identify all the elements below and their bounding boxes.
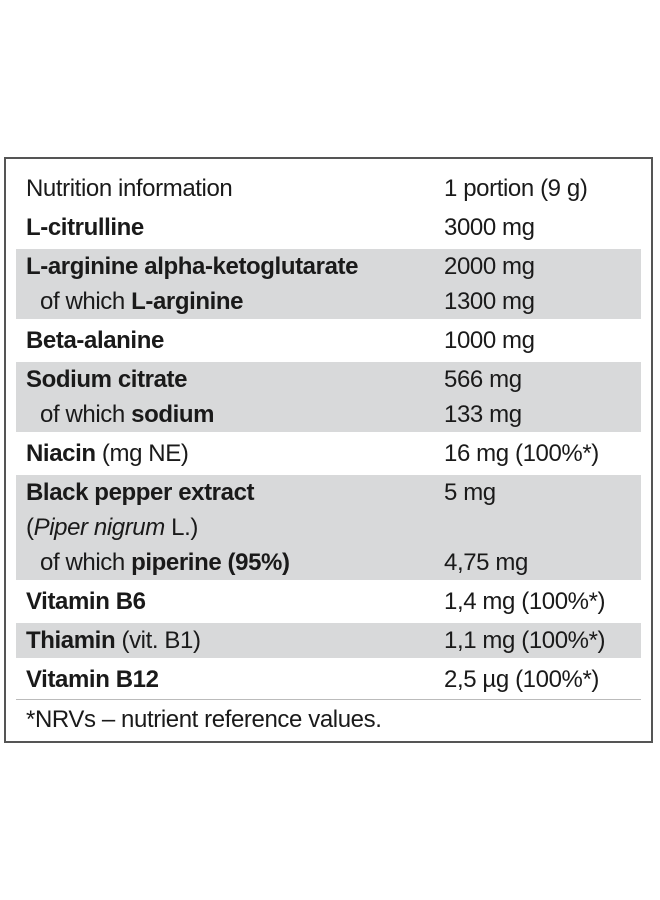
row-line: of which L-arginine 1300 mg <box>16 284 641 319</box>
name-part: Vitamin B6 <box>26 588 146 615</box>
row-line: Thiamin (vit. B1) 1,1 mg (100%*) <box>16 623 641 658</box>
name-part: Niacin <box>26 440 96 467</box>
amount: 1,4 mg (100%*) <box>444 588 606 615</box>
name-part: L-arginine <box>131 288 244 315</box>
nutrient-name: Nutrition information <box>26 171 233 206</box>
nutrient-name: of which piperine (95%) <box>40 545 290 580</box>
nutrient-name: Sodium citrate <box>26 362 188 397</box>
name-part: of which <box>40 549 132 576</box>
row-line: of which piperine (95%) 4,75 mg <box>16 545 641 580</box>
row-group: Vitamin B6 1,4 mg (100%*) <box>16 584 641 619</box>
name-part: (vit. B1) <box>115 627 201 654</box>
row-group: Beta-alanine 1000 mg <box>16 323 641 358</box>
name-part: Vitamin B12 <box>26 666 159 693</box>
nutrient-name: Vitamin B6 <box>26 584 146 619</box>
name-part: Thiamin <box>26 627 116 654</box>
name-part: sodium <box>131 401 215 428</box>
nutrient-name: (Piper nigrum L.) <box>26 510 198 545</box>
amount: 1300 mg <box>444 288 535 315</box>
row-line: Beta-alanine 1000 mg <box>16 323 641 358</box>
amount: 1 portion (9 g) <box>444 175 588 202</box>
nutrient-name: L-arginine alpha-ketoglutarate <box>26 249 358 284</box>
row-line: L-arginine alpha-ketoglutarate 2000 mg <box>16 249 641 284</box>
row-group: Black pepper extract 5 mg (Piper nigrum L.… <box>16 475 641 580</box>
nutrient-name: Beta-alanine <box>26 323 164 358</box>
row-line: (Piper nigrum L.) <box>16 510 641 545</box>
name-part: L-arginine alpha-ketoglutarate <box>26 253 359 280</box>
amount: 566 mg <box>444 366 522 393</box>
row-group: Nutrition information 1 portion (9 g) <box>16 171 641 206</box>
nutrition-table: Nutrition information 1 portion (9 g) L-ci… <box>4 157 653 743</box>
row-group: L-citrulline 3000 mg <box>16 210 641 245</box>
amount: 2000 mg <box>444 253 535 280</box>
row-group: L-arginine alpha-ketoglutarate 2000 mg of … <box>16 249 641 319</box>
name-part: Black pepper extract <box>26 479 255 506</box>
name-part: piperine (95%) <box>131 549 290 576</box>
row-line: Sodium citrate 566 mg <box>16 362 641 397</box>
row-line: Nutrition information 1 portion (9 g) <box>16 171 641 206</box>
amount: 5 mg <box>444 479 496 506</box>
row-group: Sodium citrate 566 mg of which sodium 133 m… <box>16 362 641 432</box>
nutrient-name: Black pepper extract <box>26 475 255 510</box>
amount: 4,75 mg <box>444 549 528 576</box>
name-part: L.) <box>164 514 198 541</box>
name-part: Sodium citrate <box>26 366 188 393</box>
amount: 3000 mg <box>444 214 535 241</box>
nutrient-name: of which L-arginine <box>40 284 244 319</box>
name-part: Nutrition information <box>26 175 233 202</box>
footnote: *NRVs – nutrient reference values. <box>16 699 641 740</box>
amount: 1,1 mg (100%*) <box>444 627 606 654</box>
name-part: (mg NE) <box>95 440 189 467</box>
name-part: L-citrulline <box>26 214 144 241</box>
nutrient-name: L-citrulline <box>26 210 144 245</box>
row-line: Vitamin B12 2,5 µg (100%*) <box>16 662 641 697</box>
amount: 1000 mg <box>444 327 535 354</box>
name-part: ( <box>26 514 34 541</box>
nutrient-name: Thiamin (vit. B1) <box>26 623 201 658</box>
name-part: of which <box>40 288 132 315</box>
amount: 16 mg (100%*) <box>444 440 599 467</box>
name-part: Beta-alanine <box>26 327 164 354</box>
nutrient-name: of which sodium <box>40 397 214 432</box>
row-line: Black pepper extract 5 mg <box>16 475 641 510</box>
amount: 2,5 µg (100%*) <box>444 666 599 693</box>
row-group: Niacin (mg NE) 16 mg (100%*) <box>16 436 641 471</box>
row-line: L-citrulline 3000 mg <box>16 210 641 245</box>
row-group: Vitamin B12 2,5 µg (100%*) <box>16 662 641 697</box>
row-group: Thiamin (vit. B1) 1,1 mg (100%*) <box>16 623 641 658</box>
row-line: Niacin (mg NE) 16 mg (100%*) <box>16 436 641 471</box>
nutrient-name: Vitamin B12 <box>26 662 159 697</box>
row-line: of which sodium 133 mg <box>16 397 641 432</box>
nutrient-name: Niacin (mg NE) <box>26 436 189 471</box>
row-line: Vitamin B6 1,4 mg (100%*) <box>16 584 641 619</box>
name-part: Piper nigrum <box>33 514 166 541</box>
amount: 133 mg <box>444 401 522 428</box>
name-part: of which <box>40 401 132 428</box>
table-rows: Nutrition information 1 portion (9 g) L-ci… <box>16 171 641 701</box>
